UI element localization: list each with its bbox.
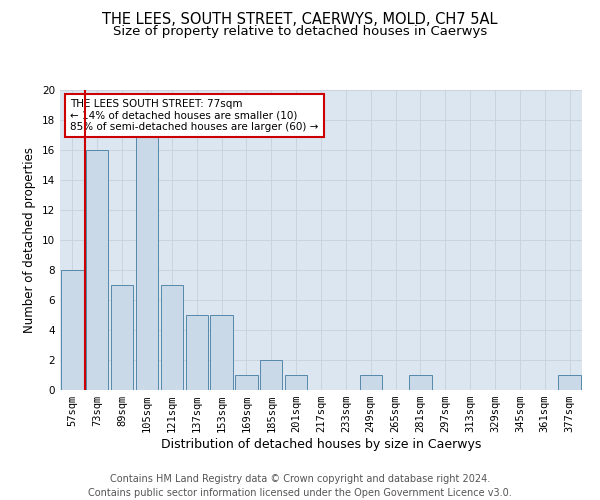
Bar [136, 135, 158, 390]
Text: Size of property relative to detached houses in Caerwys: Size of property relative to detached ho… [113, 25, 487, 38]
Bar [185, 315, 208, 390]
Bar [161, 285, 183, 390]
Bar [359, 375, 382, 390]
Bar [409, 375, 431, 390]
Bar [61, 270, 83, 390]
X-axis label: Distribution of detached houses by size in Caerwys: Distribution of detached houses by size … [161, 438, 481, 451]
Bar [260, 360, 283, 390]
Y-axis label: Number of detached properties: Number of detached properties [23, 147, 37, 333]
Text: THE LEES, SOUTH STREET, CAERWYS, MOLD, CH7 5AL: THE LEES, SOUTH STREET, CAERWYS, MOLD, C… [102, 12, 498, 28]
Text: THE LEES SOUTH STREET: 77sqm
← 14% of detached houses are smaller (10)
85% of se: THE LEES SOUTH STREET: 77sqm ← 14% of de… [70, 99, 319, 132]
Bar [235, 375, 257, 390]
Bar [86, 150, 109, 390]
Text: Contains HM Land Registry data © Crown copyright and database right 2024.
Contai: Contains HM Land Registry data © Crown c… [88, 474, 512, 498]
Bar [559, 375, 581, 390]
Bar [111, 285, 133, 390]
Bar [211, 315, 233, 390]
Bar [285, 375, 307, 390]
